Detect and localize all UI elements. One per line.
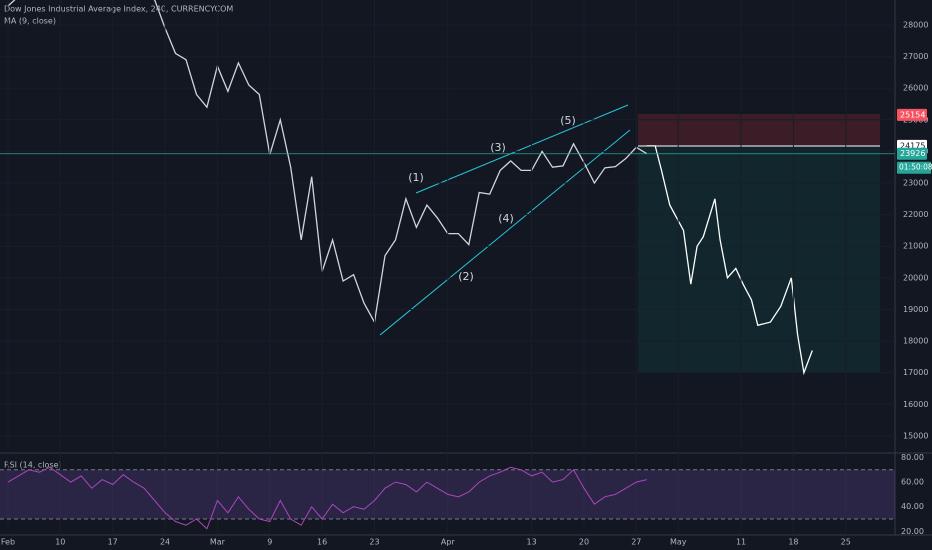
wave-label: (5) — [560, 114, 576, 127]
y-tick-label: 22000 — [903, 210, 928, 219]
y-tick-label: 28000 — [903, 20, 928, 29]
y-tick-label: 18000 — [903, 337, 928, 346]
x-tick-label: 9 — [267, 538, 272, 547]
x-tick-label: Apr — [441, 538, 456, 547]
price-label: 24175 — [900, 141, 925, 150]
wave-label: (4) — [498, 212, 514, 225]
y-tick-label: 20000 — [903, 273, 928, 282]
wave-label: (1) — [408, 171, 424, 184]
x-tick-label: 18 — [788, 538, 798, 547]
rsi-tick-label: 60.00 — [901, 478, 924, 487]
countdown: 01:50:08 — [899, 163, 932, 172]
price-label: 23926 — [900, 149, 925, 158]
y-tick-label: 21000 — [903, 242, 928, 251]
rsi-tick-label: 20.00 — [901, 527, 924, 536]
y-tick-label: 17000 — [903, 368, 928, 377]
stop-zone — [638, 114, 880, 146]
x-tick-label: 20 — [579, 538, 589, 547]
wave-label: (3) — [490, 141, 506, 154]
y-tick-label: 15000 — [903, 431, 928, 440]
x-tick-label: 24 — [160, 538, 170, 547]
x-tick-label: 16 — [317, 538, 327, 547]
x-tick-label: 10 — [55, 538, 65, 547]
y-tick-label: 26000 — [903, 84, 928, 93]
rsi-line — [7, 466, 647, 530]
y-tick-label: 27000 — [903, 52, 928, 61]
x-tick-label: 17 — [108, 538, 118, 547]
price-label-bg — [897, 147, 927, 160]
rsi-title: RSI (14, close) — [4, 461, 62, 470]
y-tick-label: 16000 — [903, 400, 928, 409]
wave-label: (2) — [458, 270, 474, 283]
price-label: 25154 — [900, 110, 925, 119]
x-tick-label: 13 — [527, 538, 537, 547]
x-tick-label: Feb — [1, 538, 15, 547]
rsi-tick-label: 80.00 — [901, 453, 924, 462]
x-tick-label: 25 — [841, 538, 851, 547]
x-tick-label: 23 — [369, 538, 379, 547]
y-tick-label: 23000 — [903, 179, 928, 188]
rsi-tick-label: 40.00 — [901, 502, 924, 511]
price-line — [7, 0, 648, 325]
countdown-bg — [897, 161, 931, 174]
ma-label: MA (9, close) — [4, 17, 56, 26]
y-tick-label: 19000 — [903, 305, 928, 314]
x-tick-label: Mar — [210, 538, 226, 547]
wedge-lower — [379, 129, 631, 336]
x-tick-label: 11 — [736, 538, 746, 547]
target-zone — [638, 146, 880, 373]
chart-title: Dow Jones Industrial Average Index, 240,… — [4, 5, 233, 14]
price-label-bg — [897, 108, 927, 121]
projection-line — [646, 145, 813, 376]
x-tick-label: May — [670, 538, 687, 547]
x-tick-label: 27 — [631, 538, 641, 547]
